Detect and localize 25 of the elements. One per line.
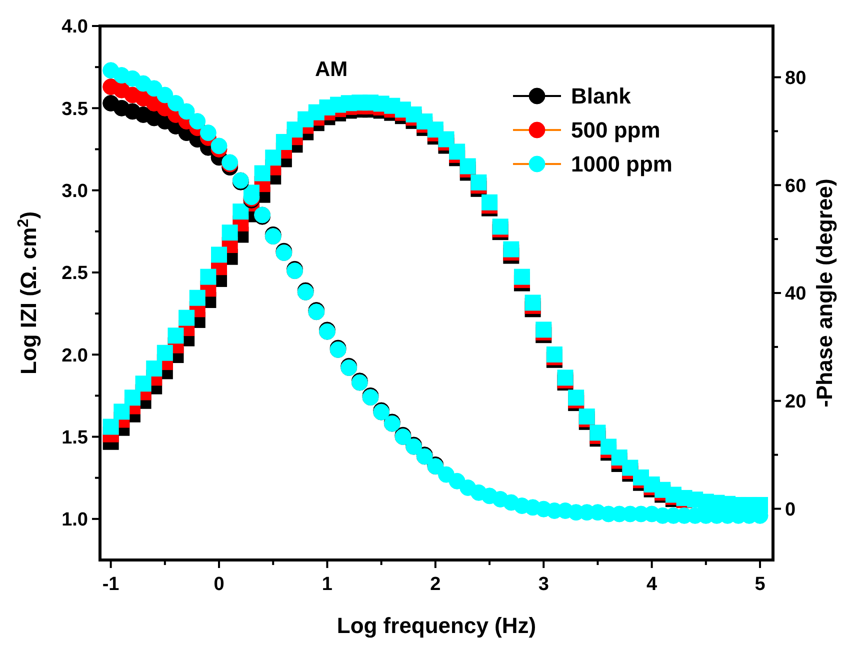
y2-tick-label: 80 <box>785 68 806 89</box>
y2-tick-label: 0 <box>785 499 796 520</box>
y-tick-label: 3.0 <box>62 180 88 202</box>
y2-axis-title: -Phase angle (degree) <box>812 178 837 408</box>
y-tick-label: 3.5 <box>62 98 88 120</box>
x-tick-label: 4 <box>646 574 658 595</box>
legend-label: 500 ppm <box>571 118 660 143</box>
x-tick-label: 3 <box>538 574 549 595</box>
x-tick-label: 5 <box>754 574 766 595</box>
y-tick-label: 1.0 <box>62 510 88 531</box>
x-tick-label: 2 <box>430 574 441 595</box>
text: AM <box>314 58 348 81</box>
legend-label: Blank <box>571 84 632 109</box>
y2-tick-label: 40 <box>785 284 806 305</box>
y-tick-label: 4.0 <box>62 16 88 38</box>
y-tick-label: 1.5 <box>62 427 88 448</box>
y-tick-label: 2.5 <box>62 263 88 284</box>
x-tick-label: 1 <box>322 574 333 595</box>
y-tick-label: 2.0 <box>62 345 88 366</box>
x-tick-label: 0 <box>214 574 224 595</box>
y2-tick-label: 20 <box>785 392 806 413</box>
legend-label: 1000 ppm <box>571 152 672 177</box>
x-tick-label: -1 <box>102 574 120 595</box>
x-axis-title: Log frequency (Hz) <box>336 613 536 638</box>
y2-tick-label: 60 <box>785 176 806 197</box>
